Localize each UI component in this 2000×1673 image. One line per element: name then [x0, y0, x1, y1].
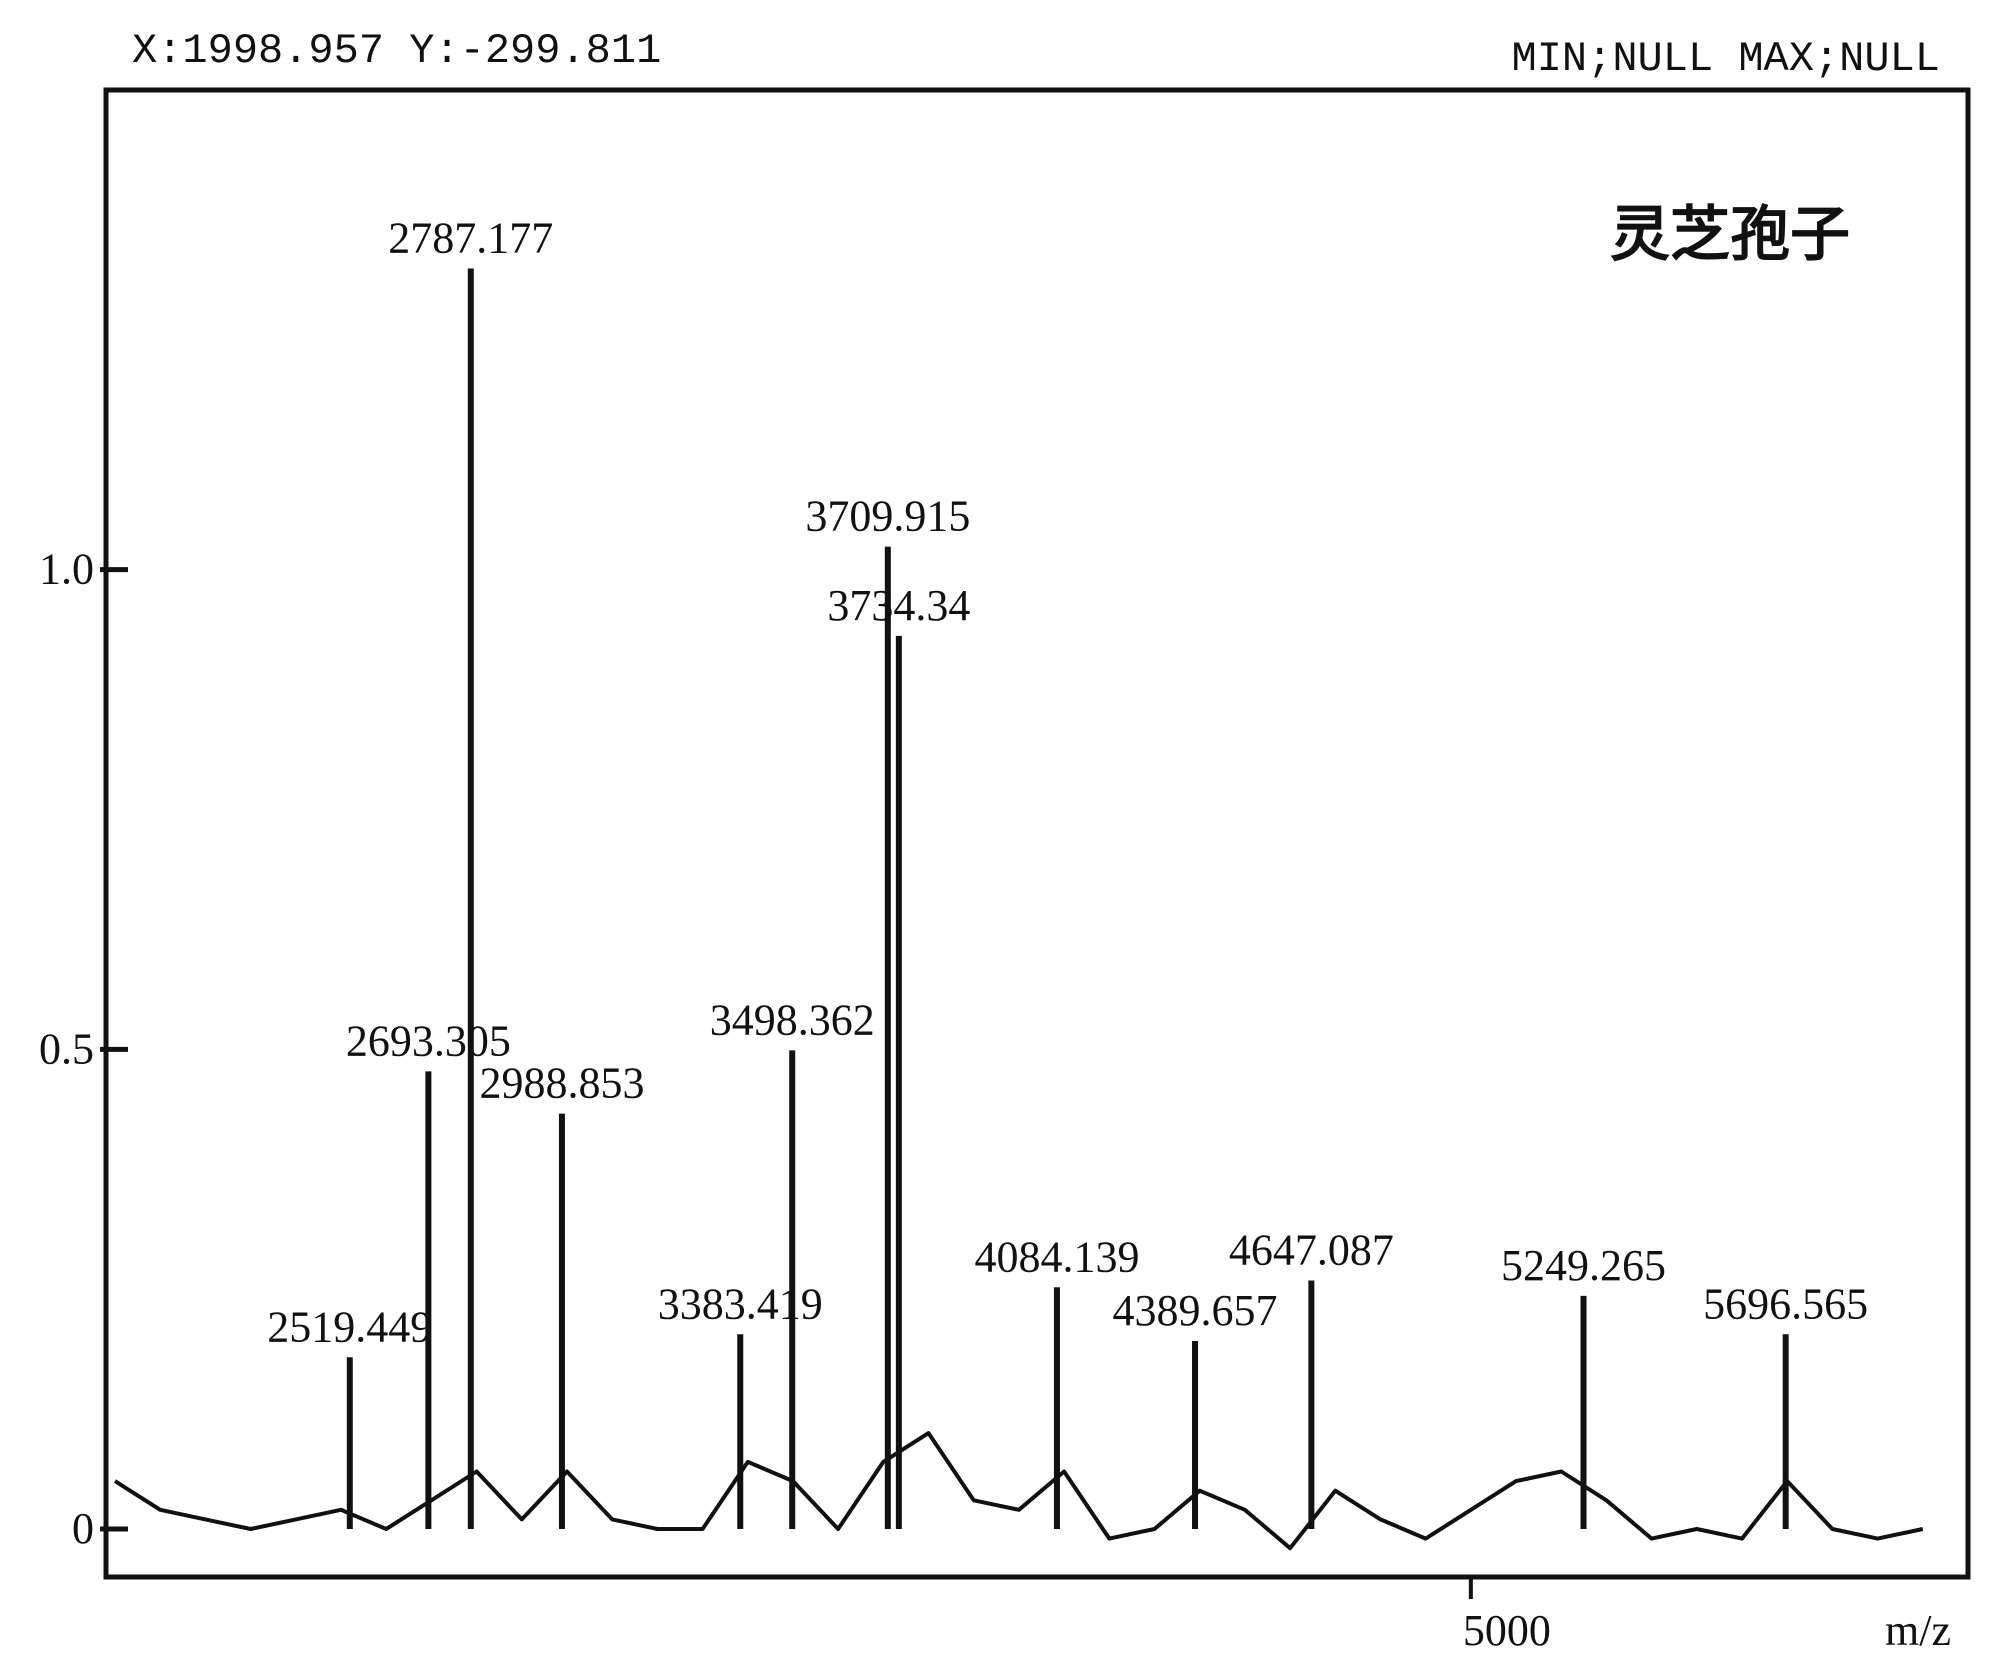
peak-label: 4647.087 [1229, 1226, 1394, 1275]
peak-label: 2988.853 [479, 1059, 644, 1108]
peak-label: 4084.139 [974, 1232, 1139, 1281]
peak-label: 3734.34 [827, 581, 970, 630]
y-tick-label: 0 [72, 1504, 94, 1553]
peak-label: 3709.915 [805, 492, 970, 541]
peak-label: 4389.657 [1113, 1286, 1278, 1335]
peak-label: 2693.305 [346, 1016, 511, 1065]
chart-title: 灵芝孢子 [1610, 200, 1850, 270]
peak-label: 3383.419 [658, 1279, 823, 1328]
peak-label: 2787.177 [388, 213, 553, 262]
peak-label: 2519.449 [267, 1302, 432, 1351]
y-tick-label: 0.5 [39, 1024, 94, 1073]
x-axis-label: m/z [1885, 1606, 1951, 1655]
plot-frame [103, 87, 1971, 1580]
peak-label: 5249.265 [1501, 1241, 1666, 1290]
baseline-trace [113, 1431, 1924, 1551]
peak-label: 3498.362 [710, 995, 875, 1044]
range-note: MIN;NULL MAX;NULL [1512, 35, 1940, 83]
cursor-readout: X:1998.957 Y:-299.811 [132, 27, 661, 75]
peak-label: 5696.565 [1703, 1279, 1868, 1328]
y-tick-label: 1.0 [39, 545, 94, 594]
x-tick-label: 5000 [1463, 1606, 1551, 1655]
